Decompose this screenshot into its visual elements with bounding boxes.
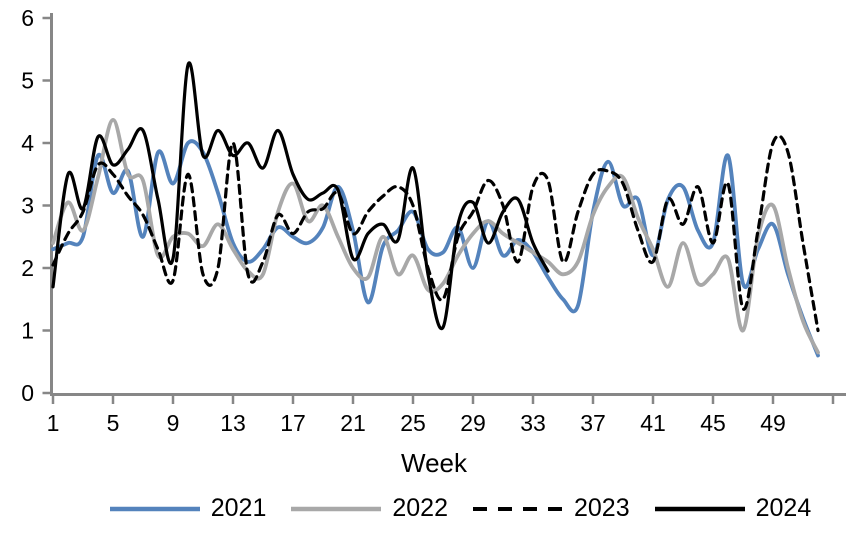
legend-item-2024: 2024: [654, 494, 812, 523]
legend-line-sample-2024: [654, 506, 745, 511]
legend-line-sample-2023: [473, 506, 563, 511]
y-axis-tick-label: 0: [21, 380, 34, 406]
legend-line-sample-2022: [291, 506, 382, 511]
legend-line-sample-2021: [109, 506, 200, 511]
x-axis-tick-label: 5: [107, 410, 120, 436]
x-axis-tick-label: 37: [580, 410, 606, 436]
y-axis-tick-label: 5: [21, 68, 34, 94]
x-axis-tick-label: 41: [640, 410, 666, 436]
legend-label: 2021: [210, 494, 267, 522]
x-axis-tick-label: 17: [280, 410, 306, 436]
legend-item-2023: 2023: [472, 494, 630, 523]
legend-label: 2024: [755, 494, 812, 522]
x-axis-tick-label: 13: [220, 410, 246, 436]
x-axis-tick-label: 21: [340, 410, 366, 436]
legend-item-2021: 2021: [109, 494, 267, 523]
x-axis-tick-label: 33: [520, 410, 546, 436]
y-axis-tick-label: 6: [21, 5, 34, 31]
legend: 2021 2022 2023 2024: [34, 494, 852, 523]
series-line-2024: [51, 61, 550, 331]
series-line-2021: [51, 139, 820, 358]
legend-label: 2022: [392, 494, 448, 522]
y-axis-tick-label: 1: [21, 318, 34, 344]
x-axis-tick-label: 49: [760, 410, 786, 436]
x-axis-tick-label: 29: [460, 410, 486, 436]
x-axis-tick-label: 9: [167, 410, 180, 436]
series-line-2023: [51, 134, 820, 333]
x-axis-tick-label: 45: [700, 410, 726, 436]
y-axis-tick-label: 2: [21, 255, 34, 281]
x-axis-tick-label: 1: [47, 410, 60, 436]
legend-label: 2023: [574, 494, 630, 522]
x-axis-tick-label: 25: [400, 410, 426, 436]
y-axis-tick-label: 3: [21, 193, 34, 219]
legend-item-2022: 2022: [290, 494, 448, 523]
x-axis-title: Week: [401, 448, 467, 478]
y-axis-tick-label: 4: [21, 130, 34, 156]
